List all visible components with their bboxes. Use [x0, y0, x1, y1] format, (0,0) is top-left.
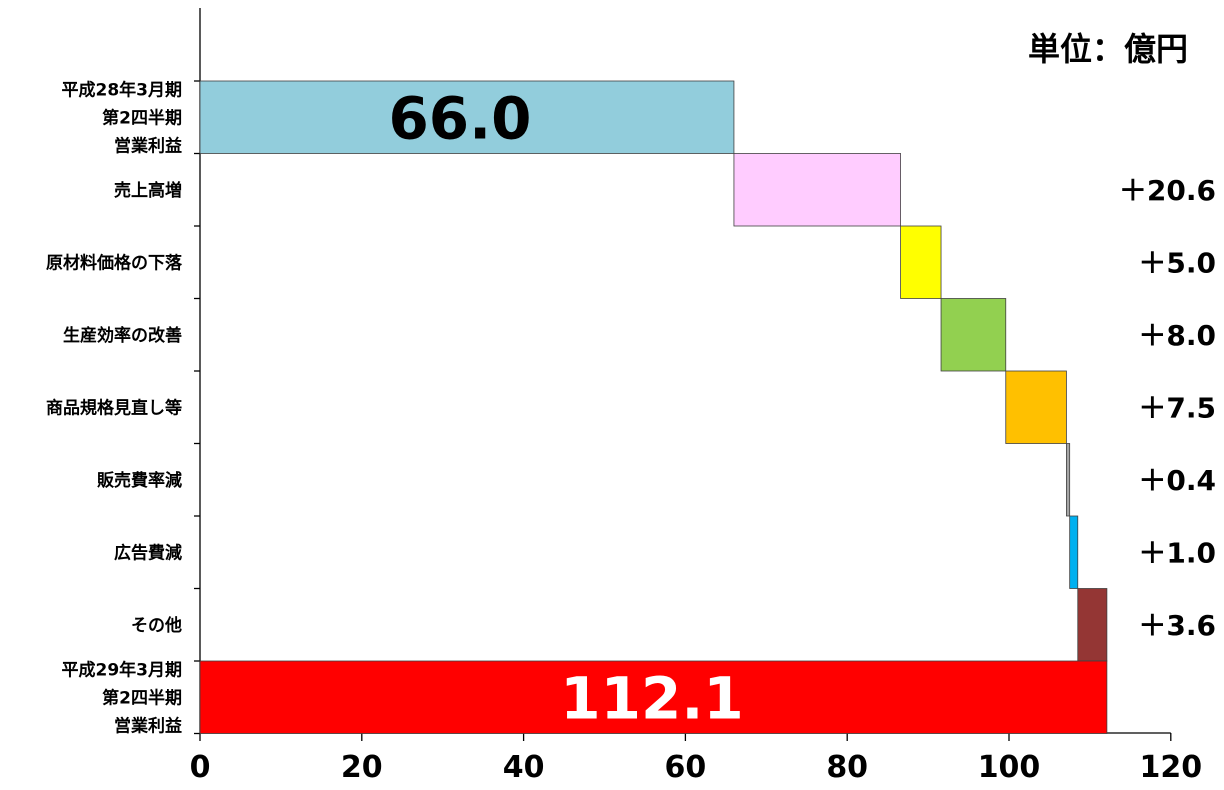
data-label: ＋7.5: [1138, 391, 1216, 424]
category-label: 平成29年3月期: [62, 659, 183, 680]
category-label: 平成28年3月期: [62, 79, 183, 100]
x-tick-label: 80: [826, 750, 868, 785]
data-label: ＋0.4: [1138, 464, 1216, 497]
category-label: 第2四半期: [102, 107, 182, 128]
unit-label: 単位：億円: [1028, 30, 1188, 68]
bar: [940, 298, 1007, 372]
x-tick-label: 120: [1139, 750, 1202, 785]
category-label: 販売費率減: [97, 470, 182, 491]
bar: [1077, 588, 1108, 662]
bar: [900, 225, 942, 299]
category-label: その他: [131, 615, 182, 636]
bar: [1005, 370, 1067, 444]
category-label: 営業利益: [114, 135, 182, 156]
bar: [199, 80, 735, 154]
x-tick-label: 60: [665, 750, 707, 785]
category-label: 売上高増: [114, 180, 182, 201]
category-label: 第2四半期: [102, 687, 182, 708]
bar: [199, 660, 1108, 734]
bar: [733, 153, 901, 227]
category-label: 原材料価格の下落: [46, 252, 183, 273]
category-label: 商品規格見直し等: [46, 397, 182, 418]
data-label: ＋1.0: [1138, 536, 1216, 569]
bar: [1066, 443, 1071, 517]
category-label: 広告費減: [114, 542, 182, 563]
data-label: ＋8.0: [1138, 319, 1216, 352]
x-tick-label: 0: [190, 750, 211, 785]
x-tick-label: 100: [978, 750, 1041, 785]
data-label: ＋20.6: [1119, 174, 1216, 207]
data-label: 112.1: [560, 664, 743, 732]
data-label: ＋5.0: [1138, 246, 1216, 279]
data-label: 66.0: [388, 84, 531, 152]
data-label: ＋3.6: [1138, 609, 1216, 642]
x-tick-label: 20: [341, 750, 383, 785]
x-tick-label: 40: [503, 750, 545, 785]
category-label: 生産効率の改善: [63, 325, 182, 346]
bar: [1069, 515, 1079, 589]
category-label: 営業利益: [114, 715, 182, 736]
